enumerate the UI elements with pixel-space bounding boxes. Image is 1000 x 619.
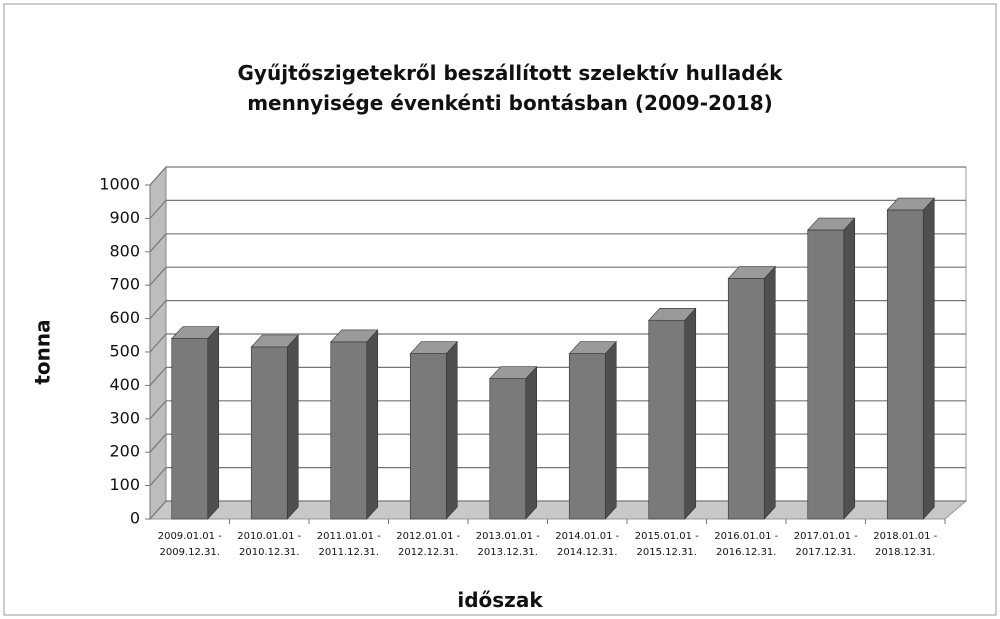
bar [727,278,765,520]
bar [330,341,368,520]
y-tick-label: 700 [109,275,140,294]
grid-line [149,166,167,186]
y-tick-label: 900 [109,208,140,227]
bar [250,346,288,520]
y-tick-label: 400 [109,375,140,394]
y-tick-label: 300 [109,408,140,427]
grid-line [149,367,167,386]
bar-side [604,340,617,520]
grid-line [149,300,167,319]
grid-line [149,333,167,353]
x-tick-label: 2018.01.01 - 2018.12.31. [873,531,938,558]
bar-side [445,340,458,520]
x-tick-label: 2014.01.01 - 2014.12.31. [555,531,620,558]
bar [409,353,447,520]
y-tick-label: 0 [130,509,140,528]
y-tick-label: 1000 [99,175,140,194]
x-tick-label: 2016.01.01 - 2016.12.31. [714,531,779,558]
y-tick-label: 800 [109,241,140,260]
bar-side [286,334,299,520]
bar-side [207,325,220,520]
bar-side [843,217,856,520]
x-tick-label: 2009.01.01 - 2009.12.31. [157,531,222,558]
grid-line [149,467,167,486]
x-tick-label: 2017.01.01 - 2017.12.31. [793,531,858,558]
y-axis-title: tonna [31,319,55,384]
y-tick-label: 200 [109,442,140,461]
grid-line [149,433,167,453]
x-tick-label: 2010.01.01 - 2010.12.31. [237,531,302,558]
bar [489,378,527,520]
frame [3,3,997,616]
grid-line [149,266,167,286]
grid-line [149,200,167,219]
y-tick-label: 500 [109,342,140,361]
grid-line [149,500,167,520]
x-tick-label: 2015.01.01 - 2015.12.31. [634,531,699,558]
bar-side [366,329,379,520]
bar-side [525,365,538,520]
grid-line [149,400,167,420]
bar [648,319,686,520]
bar [807,229,845,520]
bar-side [763,265,776,520]
bar [568,353,606,520]
x-tick-label: 2013.01.01 - 2013.12.31. [475,531,540,558]
bar-side [922,197,935,520]
y-tick-label: 100 [109,475,140,494]
grid-line [149,233,167,253]
y-tick-label: 600 [109,308,140,327]
bar [886,209,924,520]
bar [171,338,209,520]
chart-title: Gyűjtőszigetekről beszállított szelektív… [237,61,783,115]
x-tick-label: 2011.01.01 - 2011.12.31. [316,531,381,558]
x-tick-label: 2012.01.01 - 2012.12.31. [396,531,461,558]
bar-side [684,307,697,520]
x-axis-title: időszak [457,588,543,612]
